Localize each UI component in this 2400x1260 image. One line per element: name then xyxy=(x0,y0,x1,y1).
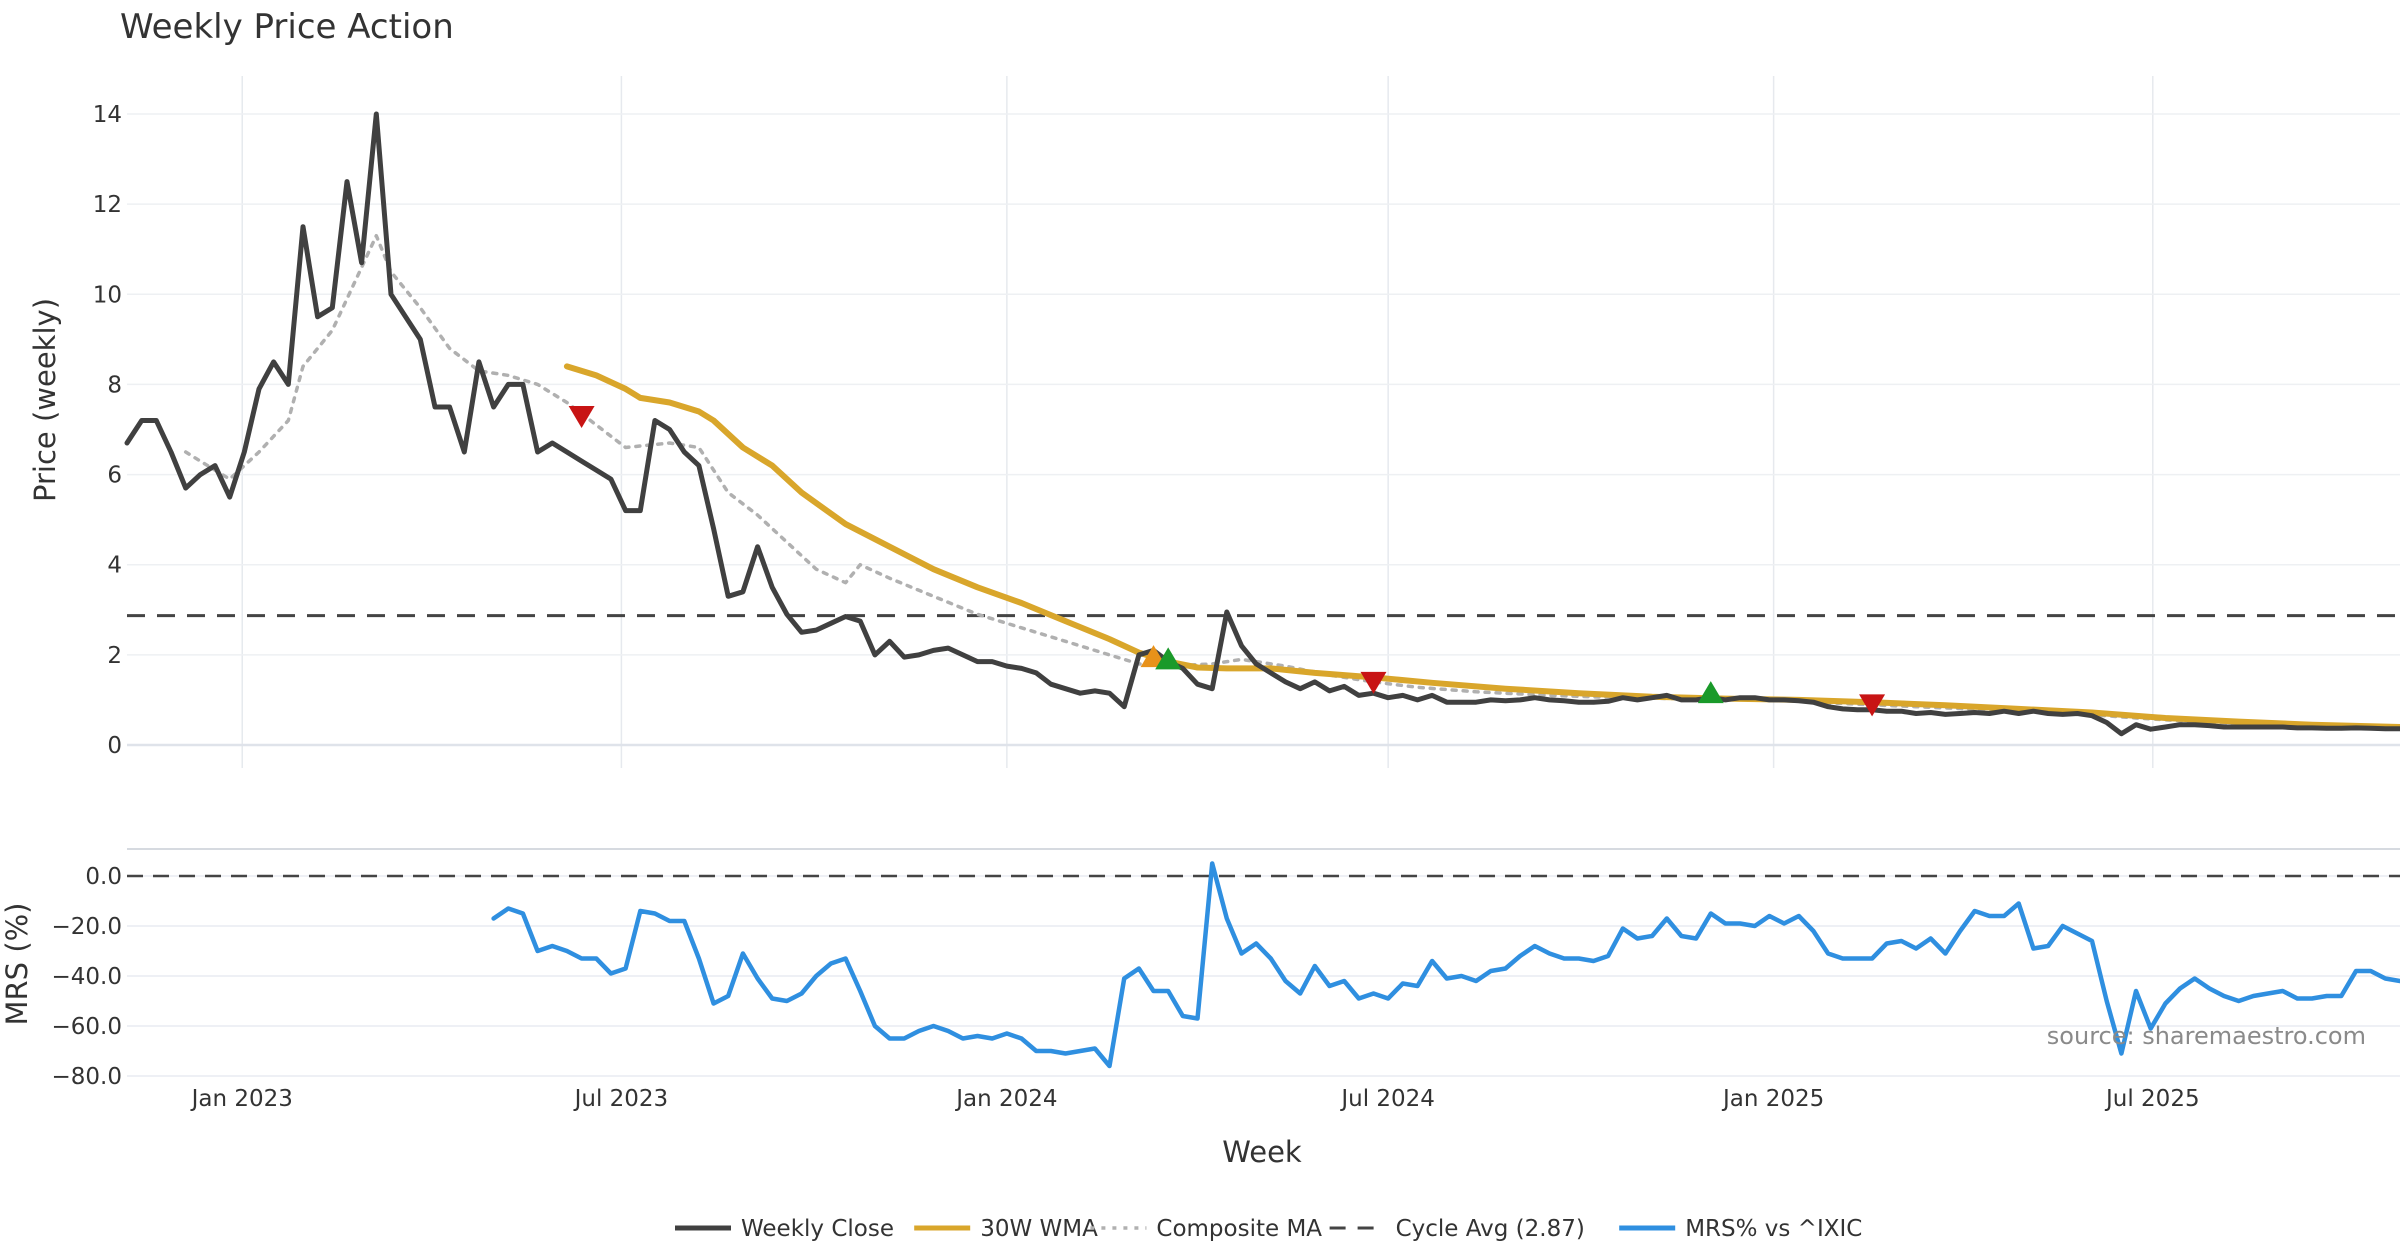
wma-30w-line xyxy=(563,363,2400,730)
legend-label: Cycle Avg (2.87) xyxy=(1396,1216,1585,1242)
mrs-y-tick: 0.0 xyxy=(85,864,122,890)
chart-title: Weekly Price Action xyxy=(120,7,454,47)
x-tick: Jul 2025 xyxy=(2104,1086,2200,1112)
mrs-gridlines xyxy=(127,875,2400,1077)
mrs-y-tick-labels: 0.0 −20.0 −40.0 −60.0 −80.0 xyxy=(52,864,122,1090)
source-label: source: sharemaestro.com xyxy=(2047,1022,2366,1050)
price-axis-title: Price (weekly) xyxy=(28,298,62,502)
price-y-tick: 14 xyxy=(93,102,122,128)
chart-legend: Weekly Close 30W WMA Composite MA Cycle Avg… xyxy=(675,1216,1862,1242)
price-y-tick-labels: 0 2 4 6 8 10 12 14 xyxy=(93,102,122,759)
price-y-tick: 6 xyxy=(107,463,122,489)
legend-item: Cycle Avg (2.87) xyxy=(1329,1216,1585,1242)
mrs-series xyxy=(491,861,2400,1069)
price-series xyxy=(124,111,2400,737)
mrs-y-tick: −40.0 xyxy=(52,964,122,990)
buy-signal-marker xyxy=(1155,647,1182,670)
buy-signal-marker xyxy=(1697,681,1724,704)
weekly-close-line xyxy=(124,111,2400,737)
composite-ma-line xyxy=(183,233,2400,730)
sell-signal-marker xyxy=(1859,694,1886,717)
x-tick: Jan 2023 xyxy=(190,1086,293,1112)
legend-item: 30W WMA xyxy=(914,1216,1098,1242)
legend-label: Weekly Close xyxy=(741,1216,894,1242)
x-tick: Jan 2025 xyxy=(1721,1086,1824,1112)
x-tick: Jan 2024 xyxy=(954,1086,1057,1112)
mrs-y-tick: −80.0 xyxy=(52,1064,122,1090)
x-tick-labels: Jan 2023 Jul 2023 Jan 2024 Jul 2024 Jan 2025… xyxy=(190,1086,2200,1112)
x-tick: Jul 2024 xyxy=(1339,1086,1435,1112)
price-y-tick: 0 xyxy=(107,733,122,759)
price-y-tick: 2 xyxy=(107,643,122,669)
legend-label: 30W WMA xyxy=(980,1216,1098,1242)
mrs-y-tick: −60.0 xyxy=(52,1014,122,1040)
price-y-tick: 12 xyxy=(93,192,122,218)
legend-item: Weekly Close xyxy=(675,1216,894,1242)
price-y-tick: 4 xyxy=(107,553,122,579)
x-tick: Jul 2023 xyxy=(573,1086,669,1112)
legend-label: MRS% vs ^IXIC xyxy=(1685,1216,1862,1242)
legend-item: MRS% vs ^IXIC xyxy=(1619,1216,1862,1242)
signal-markers xyxy=(568,405,1886,717)
mrs-y-tick: −20.0 xyxy=(52,914,122,940)
sell-signal-marker xyxy=(1360,671,1387,694)
price-y-tick: 10 xyxy=(93,282,122,308)
mrs-line xyxy=(491,861,2400,1069)
legend-label: Composite MA xyxy=(1156,1216,1322,1242)
price-y-tick: 8 xyxy=(107,372,122,398)
mrs-axis-title: MRS (%) xyxy=(0,903,34,1026)
sell-signal-marker xyxy=(568,405,595,428)
legend-item: Composite MA xyxy=(1090,1216,1322,1242)
x-axis-title: Week xyxy=(1222,1135,1302,1169)
